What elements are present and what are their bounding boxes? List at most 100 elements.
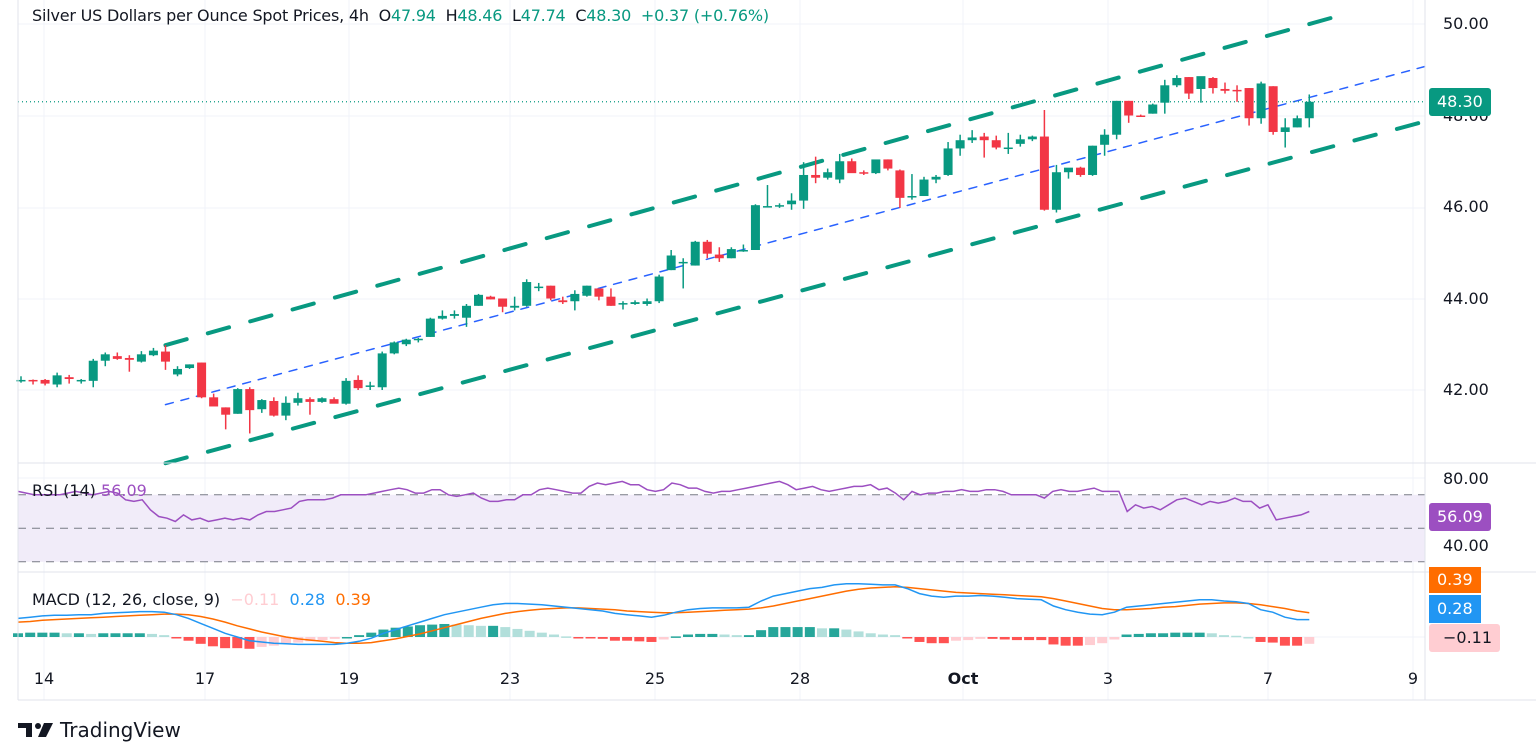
candle-body	[281, 402, 291, 416]
macd-histogram-bar	[110, 633, 121, 637]
macd-histogram-bar	[975, 637, 986, 639]
macd-histogram-bar	[86, 633, 97, 637]
candle-body	[871, 159, 881, 174]
candle-body	[558, 300, 568, 303]
macd-histogram-bar	[1036, 637, 1047, 641]
candle-body	[859, 172, 869, 174]
macd-signal-line	[17, 586, 1310, 644]
macd-histogram-bar	[61, 633, 72, 637]
candle	[64, 374, 74, 384]
candlestick-series[interactable]	[16, 75, 1314, 434]
candle-body	[1292, 118, 1302, 128]
candle	[787, 193, 797, 210]
macd-histogram-bar	[1121, 634, 1132, 637]
macd-histogram-bar	[354, 635, 365, 637]
candle	[1136, 114, 1146, 117]
candle	[594, 288, 604, 301]
macd-histogram-bar	[220, 637, 231, 649]
candle-body	[112, 356, 122, 359]
candle-body	[1112, 100, 1122, 135]
time-tick: 9	[1407, 669, 1419, 688]
pane-separators[interactable]	[17, 0, 1536, 701]
candle-body	[293, 398, 303, 403]
candle-body	[1232, 89, 1242, 92]
candle-body	[1136, 115, 1146, 117]
macd-histogram-bar	[1194, 632, 1205, 637]
macd-histogram-bar	[1255, 637, 1266, 642]
macd-histogram-bar	[366, 632, 377, 637]
candle	[1268, 86, 1278, 135]
macd-histogram-bar	[451, 624, 462, 637]
candle-body	[173, 368, 183, 375]
candle	[762, 185, 772, 208]
candle-body	[1244, 88, 1254, 119]
time-tick: 25	[644, 669, 666, 688]
macd-histogram-bar	[865, 633, 876, 637]
macd-histogram-bar	[951, 637, 962, 641]
macd-histogram-bar	[512, 628, 523, 637]
macd-histogram-bar	[171, 637, 182, 639]
macd-signal-badge: 0.39	[1429, 567, 1481, 593]
candle-body	[1148, 104, 1158, 114]
macd-histogram-badge: −0.11	[1429, 624, 1501, 652]
macd-histogram-bar	[1182, 632, 1193, 637]
candle	[1088, 145, 1098, 176]
candle	[365, 381, 375, 390]
candle	[702, 239, 712, 259]
tradingview-brand[interactable]: TradingView	[18, 718, 181, 742]
channel-lower-line	[163, 118, 1432, 466]
macd-histogram-bar	[963, 637, 974, 641]
candle-body	[762, 206, 772, 208]
candle	[630, 300, 640, 305]
candle	[775, 203, 785, 208]
candle	[642, 298, 652, 306]
price-tick: 44.00	[1443, 288, 1489, 308]
candle-body	[257, 400, 267, 410]
candle-body	[702, 241, 712, 254]
candle	[76, 379, 86, 384]
candle	[16, 376, 26, 383]
candle	[28, 379, 38, 385]
rsi-badge: 56.09	[1429, 503, 1491, 531]
macd-histogram-bar	[49, 632, 60, 637]
candle-body	[341, 380, 351, 404]
candle	[173, 366, 183, 377]
macd-histogram-bar	[317, 637, 328, 641]
candle	[654, 274, 664, 304]
candle-body	[1051, 172, 1061, 210]
candle	[1015, 134, 1025, 147]
candle-body	[1100, 134, 1110, 145]
candle	[618, 301, 628, 310]
candle	[1100, 129, 1110, 156]
candle-body	[197, 362, 207, 398]
macd-histogram-bar	[1024, 637, 1035, 641]
candle	[112, 352, 122, 360]
candle	[1256, 81, 1266, 124]
macd-label: MACD (12, 26, close, 9)	[32, 590, 221, 609]
candle-body	[594, 288, 604, 297]
candle	[413, 337, 423, 343]
macd-histogram-bar	[646, 637, 657, 642]
candle-body	[979, 136, 989, 141]
candle	[1124, 100, 1134, 123]
trend-channel[interactable]	[163, 11, 1432, 466]
macd-histogram-bar	[707, 633, 718, 637]
macd-histogram-bar	[853, 631, 864, 637]
candle	[124, 355, 134, 372]
candle	[185, 364, 195, 369]
candle	[931, 174, 941, 184]
brand-name: TradingView	[60, 718, 181, 742]
rsi-line	[17, 480, 1310, 523]
change-value: +0.37	[640, 6, 689, 25]
candle-body	[353, 379, 363, 389]
candle	[1063, 167, 1073, 179]
candle-body	[967, 137, 977, 141]
time-tick: 17	[194, 669, 216, 688]
candle	[269, 397, 279, 417]
candle-body	[474, 294, 484, 306]
high-label: H	[445, 6, 458, 25]
macd-histogram-bar	[585, 637, 596, 639]
macd-histogram-bar	[500, 627, 511, 637]
candle-body	[1280, 127, 1290, 132]
